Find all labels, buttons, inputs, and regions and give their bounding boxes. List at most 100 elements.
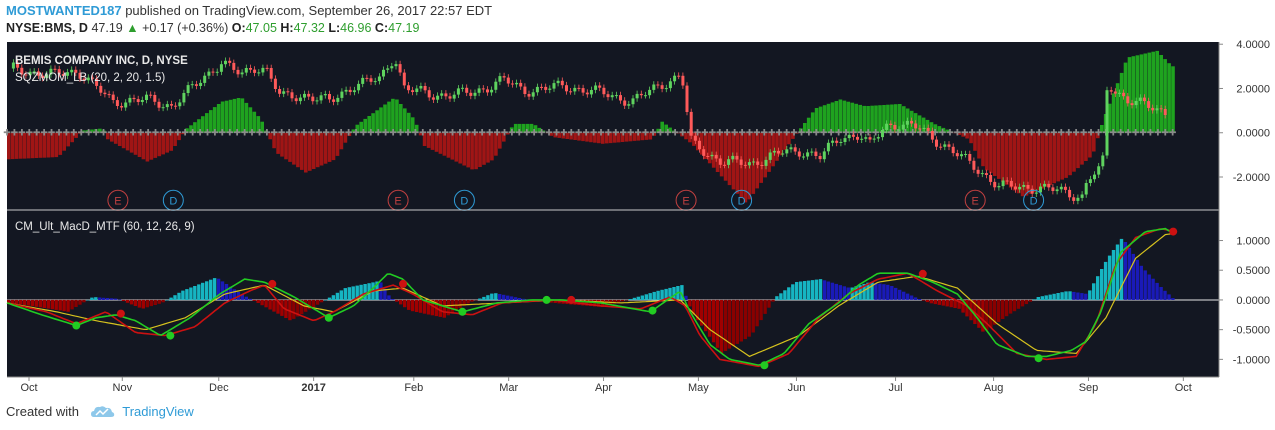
squeeze-cross-icon: ✚ <box>538 128 546 138</box>
squeeze-cross-icon: ✚ <box>159 128 167 138</box>
candle-body <box>157 101 161 108</box>
macd-hist-bar <box>878 283 882 300</box>
momentum-bar <box>1111 93 1116 133</box>
macd-hist-bar <box>1103 261 1108 300</box>
price-tick-label: 2.0000 <box>1236 84 1270 96</box>
macd-hist-bar <box>731 299 736 347</box>
momentum-bar <box>850 102 855 133</box>
momentum-bar <box>589 132 593 143</box>
macd-hist-bar <box>106 298 110 300</box>
momentum-bar <box>34 132 39 158</box>
squeeze-cross-icon: ✚ <box>894 128 902 138</box>
momentum-bar <box>973 132 977 151</box>
squeeze-cross-icon: ✚ <box>813 128 821 138</box>
candle-body <box>20 67 24 75</box>
squeeze-cross-icon: ✚ <box>887 128 895 138</box>
candle-body <box>228 60 232 63</box>
macd-hist-bar <box>1092 283 1096 300</box>
squeeze-cross-icon: ✚ <box>1162 128 1170 138</box>
momentum-bar <box>953 132 957 134</box>
momentum-bar <box>62 132 66 151</box>
squeeze-momentum-pane[interactable]: ✚ ✚ ✚ ✚ ✚ ✚ ✚ ✚ ✚ ✚ ✚ ✚ ✚ ✚ ✚ ✚ ✚ ✚ ✚ ✚ ✚ ✚ ✚ ✚ ✚ ✚ ✚ ✚ ✚ ✚ ✚ ✚ ✚ ✚ ✚ ✚ ✚ ✚ ✚ ✚… <box>3 50 1177 211</box>
candle-body <box>1101 155 1105 167</box>
squeeze-cross-icon: ✚ <box>367 128 375 138</box>
macd-hist-bar <box>937 299 941 305</box>
candle-body <box>922 127 926 129</box>
momentum-bar <box>1040 132 1045 189</box>
momentum-bar <box>735 132 740 194</box>
squeeze-cross-icon: ✚ <box>92 128 100 138</box>
candle-body <box>997 186 1001 188</box>
candle-body <box>702 149 706 156</box>
macd-hist-bar <box>1135 259 1139 300</box>
candle-body <box>943 144 947 147</box>
squeeze-cross-icon: ✚ <box>271 128 279 138</box>
momentum-bar <box>157 132 162 157</box>
squeeze-cross-icon: ✚ <box>1110 128 1118 138</box>
macd-hist-bar <box>660 289 664 300</box>
macd-hist-bar <box>323 299 328 301</box>
momentum-bar <box>42 132 47 158</box>
cross-dot <box>567 295 576 304</box>
macd-hist-bar <box>355 285 359 300</box>
candle-body <box>1118 92 1121 94</box>
momentum-bar <box>236 98 241 133</box>
price-axis[interactable]: 4.0000 2.0000 0.0000 -2.0000 1.0000 0.5000 0.0… <box>1218 40 1270 377</box>
candle-body <box>365 77 369 79</box>
candle-body <box>140 100 144 102</box>
candle-body <box>993 181 997 188</box>
candle-body <box>336 97 340 102</box>
macd-hist-bar <box>359 284 363 300</box>
momentum-bar <box>684 132 688 140</box>
squeeze-cross-icon: ✚ <box>330 128 338 138</box>
momentum-bar <box>161 132 165 155</box>
candle-body <box>36 71 40 76</box>
macd-hist-bar <box>252 299 256 301</box>
time-tick-label: Oct <box>20 382 37 394</box>
candle-body <box>864 137 868 139</box>
tradingview-link[interactable]: TradingView <box>122 404 194 419</box>
chart-area[interactable]: ✚ ✚ ✚ ✚ ✚ ✚ ✚ ✚ ✚ ✚ ✚ ✚ ✚ ✚ ✚ ✚ ✚ ✚ ✚ ✚ ✚ ✚ ✚ ✚ ✚ ✚ ✚ ✚ ✚ ✚ ✚ ✚ ✚ ✚ ✚ ✚ ✚ ✚ ✚ ✚… <box>0 40 1275 397</box>
author-link[interactable]: MOSTWANTED187 <box>6 3 122 18</box>
squeeze-cross-icon: ✚ <box>115 128 123 138</box>
marker-d-label: D <box>738 195 746 207</box>
macd-hist-bar <box>363 284 367 300</box>
momentum-bar <box>969 132 973 144</box>
candle-body <box>860 138 864 140</box>
candle-body <box>1113 91 1117 94</box>
macd-hist-bar <box>426 299 431 315</box>
marker-e-label: E <box>114 195 121 207</box>
candle-body <box>768 152 772 160</box>
macd-pane[interactable]: CM_Ult_MacD_MTF (60, 12, 26, 9) <box>6 221 1219 370</box>
high-value: 47.32 <box>293 21 325 35</box>
squeeze-cross-icon: ✚ <box>798 128 806 138</box>
candle-body <box>660 85 664 89</box>
momentum-bar <box>315 132 320 168</box>
momentum-bar <box>810 112 815 133</box>
squeeze-cross-icon: ✚ <box>1139 128 1147 138</box>
candle-body <box>1018 186 1022 190</box>
squeeze-cross-icon: ✚ <box>716 128 724 138</box>
candle-body <box>190 84 194 86</box>
candle-body <box>1151 107 1155 111</box>
candle-body <box>619 95 622 101</box>
momentum-bar <box>1076 132 1080 169</box>
candle-body <box>411 90 415 92</box>
cross-dot <box>458 307 467 316</box>
momentum-bar <box>676 132 680 134</box>
time-tick-label: Jul <box>888 382 902 394</box>
macd-hist-bar <box>1127 247 1132 300</box>
macd-hist-bar <box>276 299 280 314</box>
candle-body <box>1097 166 1101 175</box>
momentum-bar <box>391 98 395 133</box>
squeeze-cross-icon: ✚ <box>694 128 702 138</box>
macd-hist-bar <box>1107 255 1112 300</box>
squeeze-cross-icon: ✚ <box>961 128 969 138</box>
momentum-bar <box>791 132 795 139</box>
momentum-bar <box>1119 72 1124 133</box>
macd-hist-bar <box>898 289 902 300</box>
squeeze-cross-icon: ✚ <box>1043 128 1051 138</box>
candle-body <box>893 125 897 130</box>
time-axis[interactable]: Oct Nov Dec 2017 Feb Mar Apr May Jun Jul Aug Sep Oct <box>7 376 1219 394</box>
macd-hist-bar <box>842 286 846 300</box>
